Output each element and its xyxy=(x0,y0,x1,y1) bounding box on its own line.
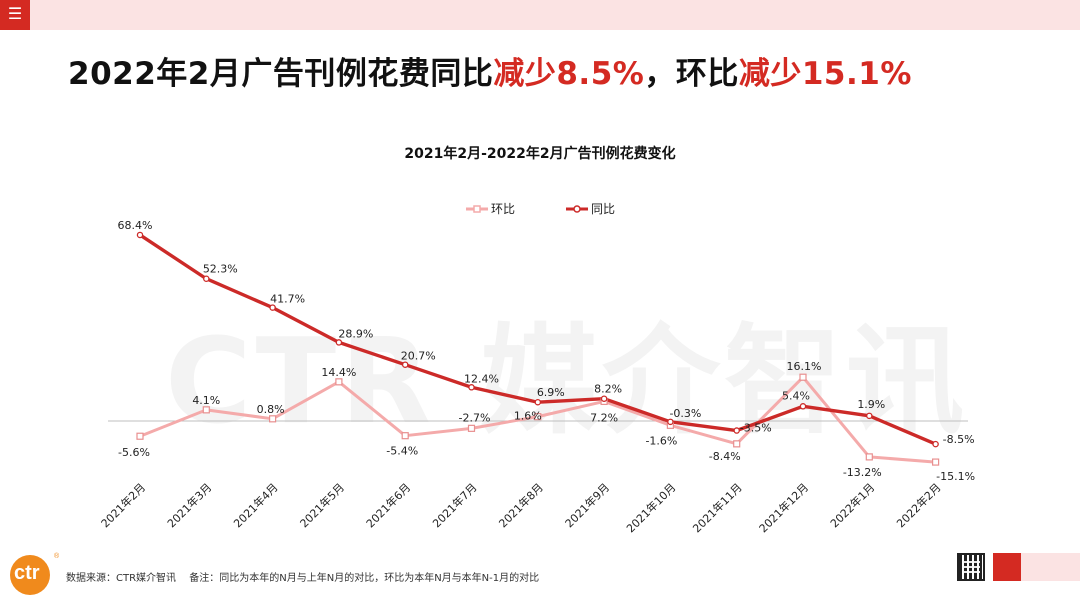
huanbi-data-label: -2.7% xyxy=(459,411,491,424)
footer-source: 数据来源：CTR媒介智讯 xyxy=(66,573,177,584)
tongbi-data-label: -0.3% xyxy=(669,407,701,420)
tongbi-point xyxy=(136,231,144,239)
x-tick-label: 2021年10月 xyxy=(623,480,678,535)
huanbi-point xyxy=(467,424,476,432)
huanbi-point xyxy=(401,432,409,440)
x-tick-label: 2021年6月 xyxy=(363,480,413,530)
qr-code-icon xyxy=(957,553,985,581)
x-tick-label: 2022年1月 xyxy=(827,480,877,530)
bottom-red-block xyxy=(993,553,1021,581)
tongbi-point xyxy=(468,384,475,391)
legend-label-0: 环比 xyxy=(491,202,515,216)
tongbi-data-label: 5.4% xyxy=(782,389,810,402)
tongbi-point xyxy=(667,418,674,426)
x-tick-label: 2022年2月 xyxy=(894,480,944,530)
huanbi-point xyxy=(534,413,542,421)
x-tick-label: 2021年12月 xyxy=(756,480,811,535)
huanbi-point xyxy=(799,373,807,381)
huanbi-point xyxy=(202,406,210,414)
huanbi-data-label: -13.2% xyxy=(843,466,882,479)
headline-part2: ，环比 xyxy=(644,56,739,92)
huanbi-point xyxy=(931,458,940,466)
huanbi-data-label: 16.1% xyxy=(787,360,822,373)
x-tick-label: 2021年2月 xyxy=(98,480,148,530)
chart-title: 2021年2月-2022年2月广告刊例花费变化 xyxy=(404,145,675,162)
tongbi-point xyxy=(401,361,409,368)
tongbi-point xyxy=(269,304,276,311)
huanbi-data-label: 7.2% xyxy=(590,411,618,424)
legend-marker-1 xyxy=(573,205,581,213)
tongbi-data-label: 8.2% xyxy=(594,383,622,396)
x-tick-label: 2021年8月 xyxy=(496,480,546,530)
page-title: 2022年2月广告刊例花费同比减少8.5%，环比减少15.1% xyxy=(68,48,912,93)
headline-highlight-yoy: 减少8.5% xyxy=(493,56,645,92)
huanbi-point xyxy=(733,440,741,448)
huanbi-data-label: 4.1% xyxy=(192,394,220,407)
huanbi-data-label: -15.1% xyxy=(936,470,975,483)
tongbi-point xyxy=(932,440,939,448)
huanbi-data-label: -8.4% xyxy=(709,450,741,463)
huanbi-point xyxy=(335,378,343,386)
tongbi-data-label: 1.9% xyxy=(857,398,885,411)
huanbi-point xyxy=(269,415,277,423)
footer-remark: 备注：同比为本年的N月与上年N月的对比，环比为本年N月与本年N-1月的对比 xyxy=(189,573,540,584)
logo-circle-icon xyxy=(10,555,50,595)
tongbi-point xyxy=(534,398,542,406)
huanbi-data-label: -5.6% xyxy=(118,446,150,459)
tongbi-data-label: 20.7% xyxy=(401,350,436,363)
x-tick-label: 2021年5月 xyxy=(297,480,347,530)
x-tick-label: 2021年9月 xyxy=(562,480,612,530)
footer-note: 数据来源：CTR媒介智讯 备注：同比为本年的N月与上年N月的对比，环比为本年N月… xyxy=(66,569,539,584)
x-tick-label: 2021年7月 xyxy=(429,480,479,530)
watermark: CTR 媒介智讯 xyxy=(165,312,969,450)
x-tick-label: 2021年3月 xyxy=(164,480,214,530)
logo-text: ctr xyxy=(14,562,40,584)
huanbi-data-label: 1.6% xyxy=(514,410,542,423)
headline-highlight-mom: 减少15.1% xyxy=(738,56,912,92)
huanbi-data-label: -5.4% xyxy=(386,445,418,458)
tongbi-point xyxy=(203,275,210,282)
legend-marker-0 xyxy=(473,205,481,213)
huanbi-point xyxy=(136,432,144,440)
headline-part1: 2022年2月广告刊例花费同比 xyxy=(68,56,494,92)
huanbi-data-label: 0.8% xyxy=(257,403,285,416)
tongbi-point xyxy=(866,412,873,420)
huanbi-point xyxy=(865,453,873,461)
tongbi-data-label: 12.4% xyxy=(464,372,499,385)
tongbi-point xyxy=(733,427,740,434)
huanbi-data-label: -1.6% xyxy=(645,434,677,447)
top-band xyxy=(0,0,1080,30)
tongbi-point xyxy=(600,395,608,402)
tongbi-data-label: 41.7% xyxy=(270,293,305,306)
bottom-pink-band xyxy=(1021,553,1080,581)
tongbi-point xyxy=(335,339,343,346)
tongbi-data-label: 52.3% xyxy=(203,263,238,276)
tongbi-data-label: -8.5% xyxy=(943,433,975,446)
tongbi-data-label: -3.5% xyxy=(740,422,772,435)
x-tick-label: 2021年11月 xyxy=(690,480,745,535)
tongbi-data-label: 68.4% xyxy=(118,219,153,232)
menu-icon[interactable]: ☰ xyxy=(0,0,30,30)
tongbi-data-label: 6.9% xyxy=(537,386,565,399)
x-tick-label: 2021年4月 xyxy=(231,480,281,530)
tongbi-data-label: 28.9% xyxy=(338,327,373,340)
ctr-logo: ctr ® xyxy=(8,553,60,597)
legend-label-1: 同比 xyxy=(591,202,615,216)
logo-registered-mark: ® xyxy=(54,553,60,560)
tongbi-point xyxy=(799,403,807,410)
huanbi-data-label: 14.4% xyxy=(321,366,356,379)
